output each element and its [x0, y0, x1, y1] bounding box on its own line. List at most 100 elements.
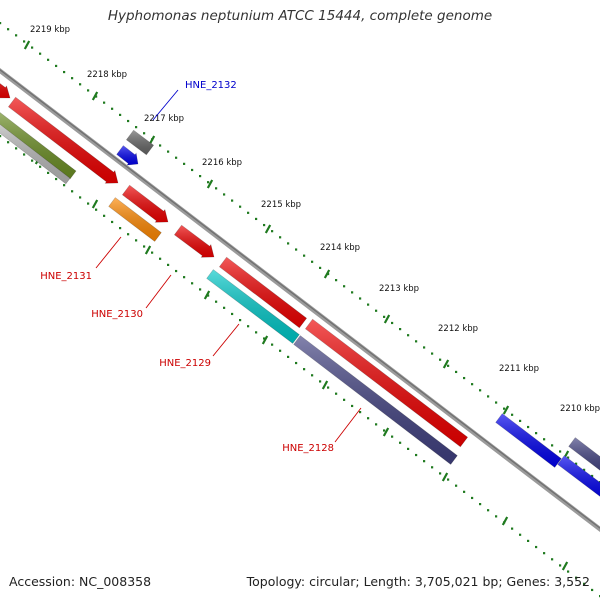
scale-dot	[559, 450, 562, 453]
scale-dot	[247, 325, 250, 328]
scale-dot	[319, 380, 322, 383]
scale-dot	[223, 193, 226, 196]
scale-dot	[527, 425, 530, 429]
scale-dot	[351, 291, 354, 294]
scale-tick	[561, 561, 569, 571]
scale-tick	[261, 335, 269, 345]
scale-tick	[323, 269, 331, 279]
scale-dot	[239, 319, 242, 322]
scale-dot	[215, 300, 218, 303]
scale-dot	[39, 165, 42, 168]
scale-dot	[407, 447, 410, 450]
scale-dot	[183, 276, 186, 279]
scale-dot	[271, 230, 274, 233]
scale-dot	[543, 552, 546, 555]
scale-dot	[55, 177, 58, 181]
scale-dot	[215, 187, 218, 190]
gene-label-line	[334, 407, 362, 443]
scale-dot	[247, 211, 250, 214]
scale-dot	[351, 404, 354, 408]
scale-dot	[135, 126, 138, 129]
scale-dot	[23, 153, 26, 156]
scale-dot	[279, 236, 282, 239]
scale-dot	[255, 217, 258, 221]
scale-dot	[383, 315, 386, 318]
scale-dot	[399, 328, 402, 331]
scale-dot	[31, 46, 34, 49]
scale-dot	[511, 413, 514, 416]
scale-dot	[87, 202, 90, 205]
scale-dot	[495, 401, 498, 404]
backbone-edge	[0, 69, 600, 529]
scale-tick	[383, 314, 391, 324]
scale-dot	[0, 135, 2, 138]
scale-dot	[95, 208, 98, 211]
scale-dot	[39, 52, 42, 55]
scale-dots	[0, 22, 600, 598]
gene-feature-shading	[0, 124, 71, 184]
scale-dot	[479, 389, 482, 392]
scale-dot	[143, 132, 146, 135]
scale-tick	[91, 199, 99, 209]
scale-dot	[359, 411, 362, 414]
gene-feature-shading	[8, 97, 118, 184]
backbone-line	[0, 67, 600, 533]
scale-dot	[295, 248, 298, 251]
scale-dot	[327, 386, 330, 389]
scale-dot	[231, 199, 234, 202]
scale-dot	[71, 77, 74, 80]
scale-dot	[159, 257, 162, 260]
scale-tick	[501, 516, 509, 526]
scale-dot	[423, 346, 426, 349]
gene-feature-shading	[305, 319, 468, 447]
scale-dot	[359, 297, 362, 300]
kbp-label: 2216 kbp	[202, 158, 242, 168]
gene-features	[0, 83, 600, 497]
scale-dot	[231, 312, 234, 316]
scale-dot	[87, 89, 90, 92]
scale-dot	[63, 184, 66, 187]
scale-dot	[431, 466, 434, 469]
scale-dot	[95, 95, 98, 98]
scale-dot	[263, 223, 266, 227]
scale-dot	[567, 570, 570, 573]
scale-dot	[471, 383, 474, 386]
kbp-label: 2214 kbp	[320, 243, 360, 253]
scale-dot	[415, 453, 418, 457]
scale-dot	[479, 503, 482, 506]
gene-label: HNE_2130	[91, 309, 143, 320]
scale-dot	[559, 564, 562, 567]
scale-dot	[159, 144, 162, 147]
accession-text: Accession: NC_008358	[9, 574, 152, 589]
scale-dot	[575, 576, 578, 579]
scale-dot	[279, 349, 282, 352]
scale-dot	[295, 361, 298, 365]
scale-dot	[127, 233, 130, 236]
scale-dot	[47, 171, 50, 174]
scale-dot	[199, 175, 202, 178]
scale-dot	[391, 321, 394, 325]
kbp-label: 2213 kbp	[379, 284, 419, 294]
scale-dot	[535, 545, 538, 549]
scale-dot	[167, 263, 170, 266]
scale-dot	[167, 150, 170, 153]
kbp-label: 2218 kbp	[87, 70, 127, 80]
scale-dot	[7, 28, 10, 31]
scale-dot	[303, 368, 306, 371]
scale-dot	[175, 156, 178, 159]
gene-label-line	[95, 236, 122, 269]
scale-dot	[335, 279, 338, 282]
scale-dot	[287, 355, 290, 358]
scale-dot	[15, 34, 18, 37]
scale-dot	[487, 395, 490, 398]
scale-dot	[399, 441, 402, 444]
gene-feature-shading	[293, 335, 458, 465]
scale-dot	[543, 438, 546, 441]
genome-summary-text: Topology: circular; Length: 3,705,021 bp…	[246, 574, 590, 589]
scale-dot	[343, 398, 346, 401]
scale-dot	[191, 168, 194, 172]
scale-dot	[55, 64, 58, 68]
scale-dot	[503, 407, 506, 410]
scale-dot	[591, 474, 594, 478]
kbp-label: 2215 kbp	[261, 200, 301, 210]
